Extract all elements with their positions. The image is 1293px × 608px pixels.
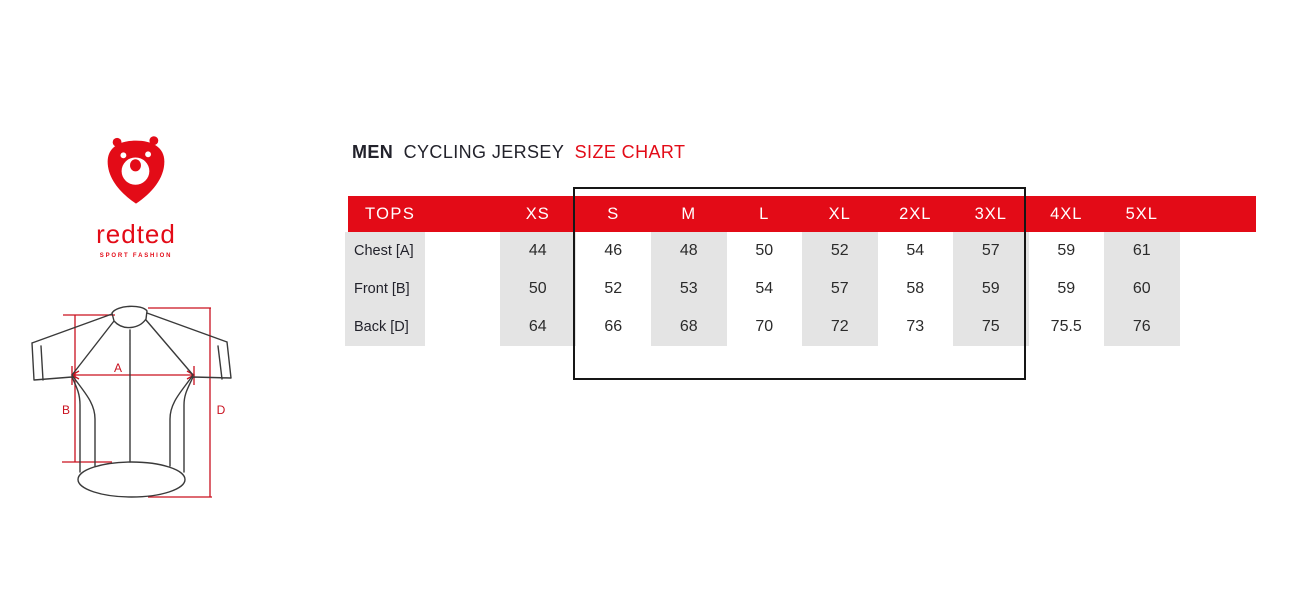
shaded-column-m	[651, 232, 727, 346]
cell-r2-c0: 64	[528, 318, 547, 335]
brand-name: redted	[96, 219, 176, 249]
shaded-column-3xl	[953, 232, 1029, 346]
row-label-0: Chest [A]	[354, 243, 414, 259]
cell-r2-c8: 76	[1132, 318, 1151, 335]
col-header-xs: XS	[525, 204, 550, 223]
jersey-hem-ellipse	[77, 461, 186, 498]
cell-r1-c2: 53	[679, 280, 698, 297]
col-header-xl: XL	[828, 204, 851, 223]
measure-label-b: B	[62, 403, 70, 417]
measure-line-d	[148, 307, 212, 498]
title-men: MEN	[352, 142, 394, 162]
cell-r1-c4: 57	[830, 280, 849, 297]
cell-r1-c1: 52	[604, 280, 623, 297]
cell-r0-c4: 52	[830, 242, 849, 259]
cell-r2-c3: 70	[755, 318, 774, 335]
cell-r1-c3: 54	[755, 280, 774, 297]
measure-label-a: A	[114, 361, 122, 375]
cell-r2-c5: 73	[906, 318, 925, 335]
title-product: CYCLING JERSEY	[403, 142, 565, 162]
shaded-column-5xl	[1104, 232, 1180, 346]
shaded-column-xl	[802, 232, 878, 346]
brand-block: redted SPORT FASHION	[78, 127, 194, 259]
cell-r1-c6: 59	[981, 280, 1000, 297]
measure-label-d: D	[217, 403, 226, 417]
row-label-column-bg	[345, 232, 425, 346]
measure-line-b	[62, 314, 115, 463]
col-header-4xl: 4XL	[1050, 204, 1083, 223]
jersey-measurement-diagram: A B D	[31, 305, 232, 498]
cell-r2-c2: 68	[679, 318, 698, 335]
cell-r1-c8: 60	[1132, 280, 1151, 297]
col-header-m: M	[681, 204, 697, 223]
row-label-1: Front [B]	[354, 281, 410, 297]
col-header-2xl: 2XL	[899, 204, 932, 223]
cell-r0-c2: 48	[679, 242, 698, 259]
cell-r0-c0: 44	[528, 242, 547, 259]
col-header-3xl: 3XL	[974, 204, 1007, 223]
cell-r2-c4: 72	[830, 318, 849, 335]
col-header-l: L	[759, 204, 770, 223]
cell-r0-c5: 54	[906, 242, 925, 259]
cell-r0-c7: 59	[1057, 242, 1076, 259]
cell-r2-c7: 75.5	[1050, 318, 1082, 335]
cell-r0-c3: 50	[755, 242, 774, 259]
row-label-2: Back [D]	[354, 319, 409, 335]
cell-r0-c6: 57	[981, 242, 1000, 259]
cell-r2-c1: 66	[604, 318, 623, 335]
page-title: MEN CYCLING JERSEY SIZE CHART	[352, 142, 690, 163]
col-header-5xl: 5XL	[1125, 204, 1158, 223]
brand-tagline: SPORT FASHION	[99, 253, 173, 259]
cell-r0-c8: 61	[1132, 242, 1151, 259]
jersey-outline	[31, 305, 232, 473]
cell-r1-c0: 50	[528, 280, 547, 297]
cell-r1-c5: 58	[906, 280, 925, 297]
title-size-chart: SIZE CHART	[574, 142, 686, 162]
table-header-bar: TOPS	[348, 196, 1256, 232]
col-header-s: S	[607, 204, 620, 223]
redted-bear-logo-icon	[107, 136, 165, 204]
cell-r0-c1: 46	[604, 242, 623, 259]
cell-r2-c6: 75	[981, 318, 1000, 335]
shaded-column-xs	[500, 232, 576, 346]
cell-r1-c7: 59	[1057, 280, 1076, 297]
corner-label-tops: TOPS	[365, 205, 416, 223]
